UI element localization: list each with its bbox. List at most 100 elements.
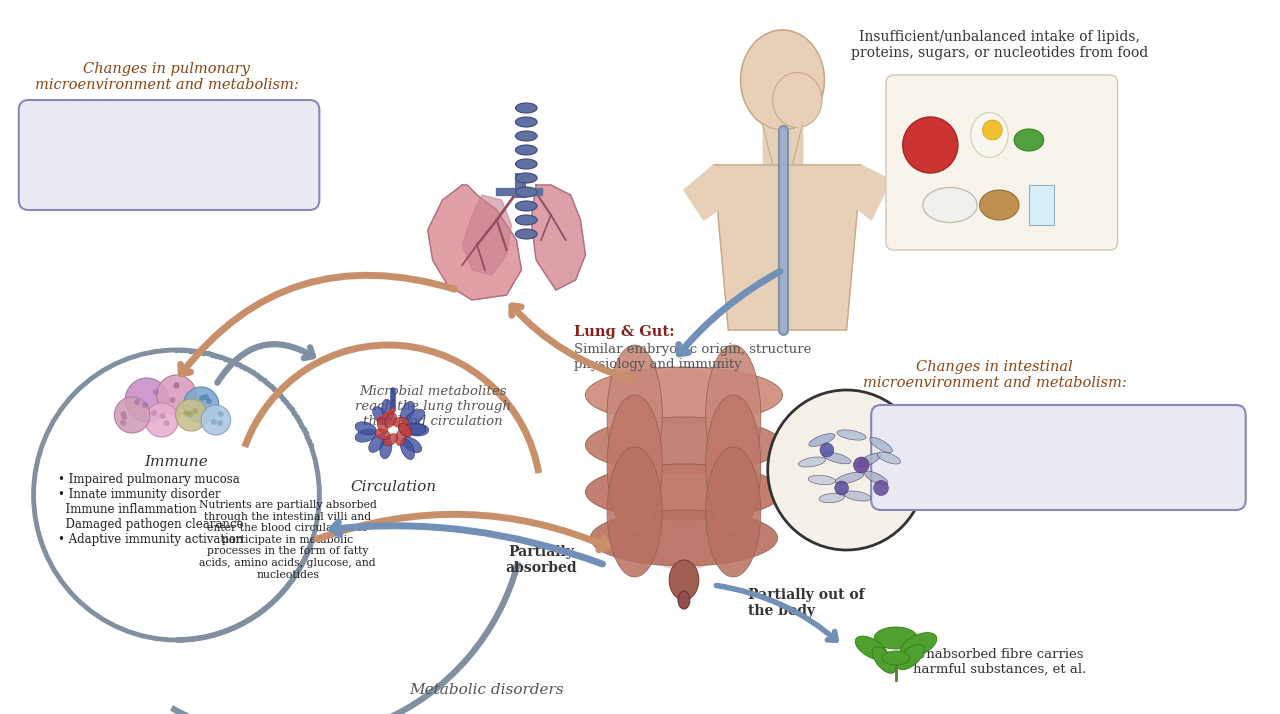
Ellipse shape xyxy=(705,447,760,577)
Ellipse shape xyxy=(923,188,977,223)
Ellipse shape xyxy=(369,434,385,452)
Circle shape xyxy=(174,383,179,389)
Ellipse shape xyxy=(378,418,388,433)
Ellipse shape xyxy=(398,423,412,437)
Ellipse shape xyxy=(877,452,901,464)
Ellipse shape xyxy=(355,422,376,435)
Ellipse shape xyxy=(355,429,376,442)
Polygon shape xyxy=(531,185,585,290)
Ellipse shape xyxy=(516,103,538,113)
Ellipse shape xyxy=(855,636,887,660)
Ellipse shape xyxy=(835,481,849,495)
Ellipse shape xyxy=(983,120,1002,140)
Ellipse shape xyxy=(590,510,777,566)
Polygon shape xyxy=(684,165,733,220)
Text: Changes in pulmonary
microenvironment and metabolism:: Changes in pulmonary microenvironment an… xyxy=(35,62,298,92)
Ellipse shape xyxy=(585,464,782,520)
Text: • Impaired pulmonary mucosa
• Innate immunity disorder
  Immune inflammation
  D: • Impaired pulmonary mucosa • Innate imm… xyxy=(58,473,243,546)
Ellipse shape xyxy=(874,481,888,496)
Ellipse shape xyxy=(897,644,924,670)
Ellipse shape xyxy=(401,439,415,460)
Ellipse shape xyxy=(741,30,824,130)
Ellipse shape xyxy=(607,345,662,485)
Ellipse shape xyxy=(820,443,833,457)
Ellipse shape xyxy=(516,229,538,239)
Ellipse shape xyxy=(809,433,835,446)
Ellipse shape xyxy=(585,417,782,473)
Circle shape xyxy=(768,390,925,550)
Text: Insufficient/unbalanced intake of lipids,
proteins, sugars, or nucleotides from : Insufficient/unbalanced intake of lipids… xyxy=(851,30,1148,60)
Ellipse shape xyxy=(401,401,415,422)
Ellipse shape xyxy=(1014,129,1043,151)
Bar xyxy=(1029,185,1053,225)
Circle shape xyxy=(183,410,189,416)
Circle shape xyxy=(114,397,150,433)
Ellipse shape xyxy=(516,187,538,197)
Text: Partially out of
the body: Partially out of the body xyxy=(748,588,864,618)
Polygon shape xyxy=(846,165,891,220)
Text: Similar embryonic origin, structure
physiology and immunity: Similar embryonic origin, structure phys… xyxy=(573,343,812,371)
Circle shape xyxy=(192,408,198,414)
Ellipse shape xyxy=(385,413,397,428)
Ellipse shape xyxy=(402,437,421,453)
Polygon shape xyxy=(462,195,512,275)
Circle shape xyxy=(164,420,169,426)
Ellipse shape xyxy=(516,145,538,155)
Text: Lung & Gut:: Lung & Gut: xyxy=(573,325,675,339)
Ellipse shape xyxy=(381,399,394,421)
Ellipse shape xyxy=(808,476,836,485)
Circle shape xyxy=(120,411,127,417)
Circle shape xyxy=(145,403,178,437)
Circle shape xyxy=(216,420,223,426)
Circle shape xyxy=(169,397,175,403)
Ellipse shape xyxy=(869,438,892,453)
Ellipse shape xyxy=(882,651,910,665)
Text: Unabsorbed fibre carries
harmful substances, et al.: Unabsorbed fibre carries harmful substan… xyxy=(913,648,1085,676)
FancyBboxPatch shape xyxy=(872,405,1245,510)
Text: Microbial metabolites
reach the lung through
the blood circulation: Microbial metabolites reach the lung thr… xyxy=(355,385,511,428)
Ellipse shape xyxy=(396,430,406,446)
Text: 1. Mucosal barrier disruption
2. Changes in bacterial diversity
3. Disorder of m: 1. Mucosal barrier disruption 2. Changes… xyxy=(28,110,296,153)
Circle shape xyxy=(156,375,196,415)
Ellipse shape xyxy=(607,395,662,535)
Ellipse shape xyxy=(407,424,429,436)
Text: Changes in intestinal
microenvironment and metabolism:: Changes in intestinal microenvironment a… xyxy=(863,360,1126,390)
Ellipse shape xyxy=(835,472,864,484)
Ellipse shape xyxy=(406,409,425,425)
Circle shape xyxy=(151,410,156,416)
Ellipse shape xyxy=(858,453,881,467)
Ellipse shape xyxy=(705,345,760,485)
Circle shape xyxy=(183,387,219,423)
Ellipse shape xyxy=(384,433,398,446)
Ellipse shape xyxy=(516,201,538,211)
Ellipse shape xyxy=(854,457,869,473)
Polygon shape xyxy=(713,165,861,330)
Text: Metabolic disorders: Metabolic disorders xyxy=(410,683,564,697)
Ellipse shape xyxy=(900,633,937,658)
Circle shape xyxy=(122,414,127,420)
Ellipse shape xyxy=(516,131,538,141)
Circle shape xyxy=(152,389,159,395)
Circle shape xyxy=(187,411,193,417)
Text: Circulation: Circulation xyxy=(351,480,436,494)
Text: Immune: Immune xyxy=(145,455,209,469)
Ellipse shape xyxy=(864,471,888,485)
Circle shape xyxy=(218,411,224,417)
Ellipse shape xyxy=(372,407,389,425)
Circle shape xyxy=(160,413,165,419)
Ellipse shape xyxy=(380,437,392,458)
Ellipse shape xyxy=(393,417,408,427)
Circle shape xyxy=(206,398,212,404)
Ellipse shape xyxy=(678,591,690,609)
Circle shape xyxy=(200,395,205,401)
Ellipse shape xyxy=(516,117,538,127)
Ellipse shape xyxy=(970,113,1009,158)
FancyBboxPatch shape xyxy=(19,100,319,210)
Polygon shape xyxy=(428,185,521,300)
Ellipse shape xyxy=(705,395,760,535)
Text: 1. Changes in intestinal permeability
2. Inadequate nutrient absorption
3. Chang: 1. Changes in intestinal permeability 2.… xyxy=(881,415,1198,458)
Circle shape xyxy=(902,117,957,173)
Circle shape xyxy=(204,394,209,400)
Ellipse shape xyxy=(516,159,538,169)
Ellipse shape xyxy=(585,367,782,423)
